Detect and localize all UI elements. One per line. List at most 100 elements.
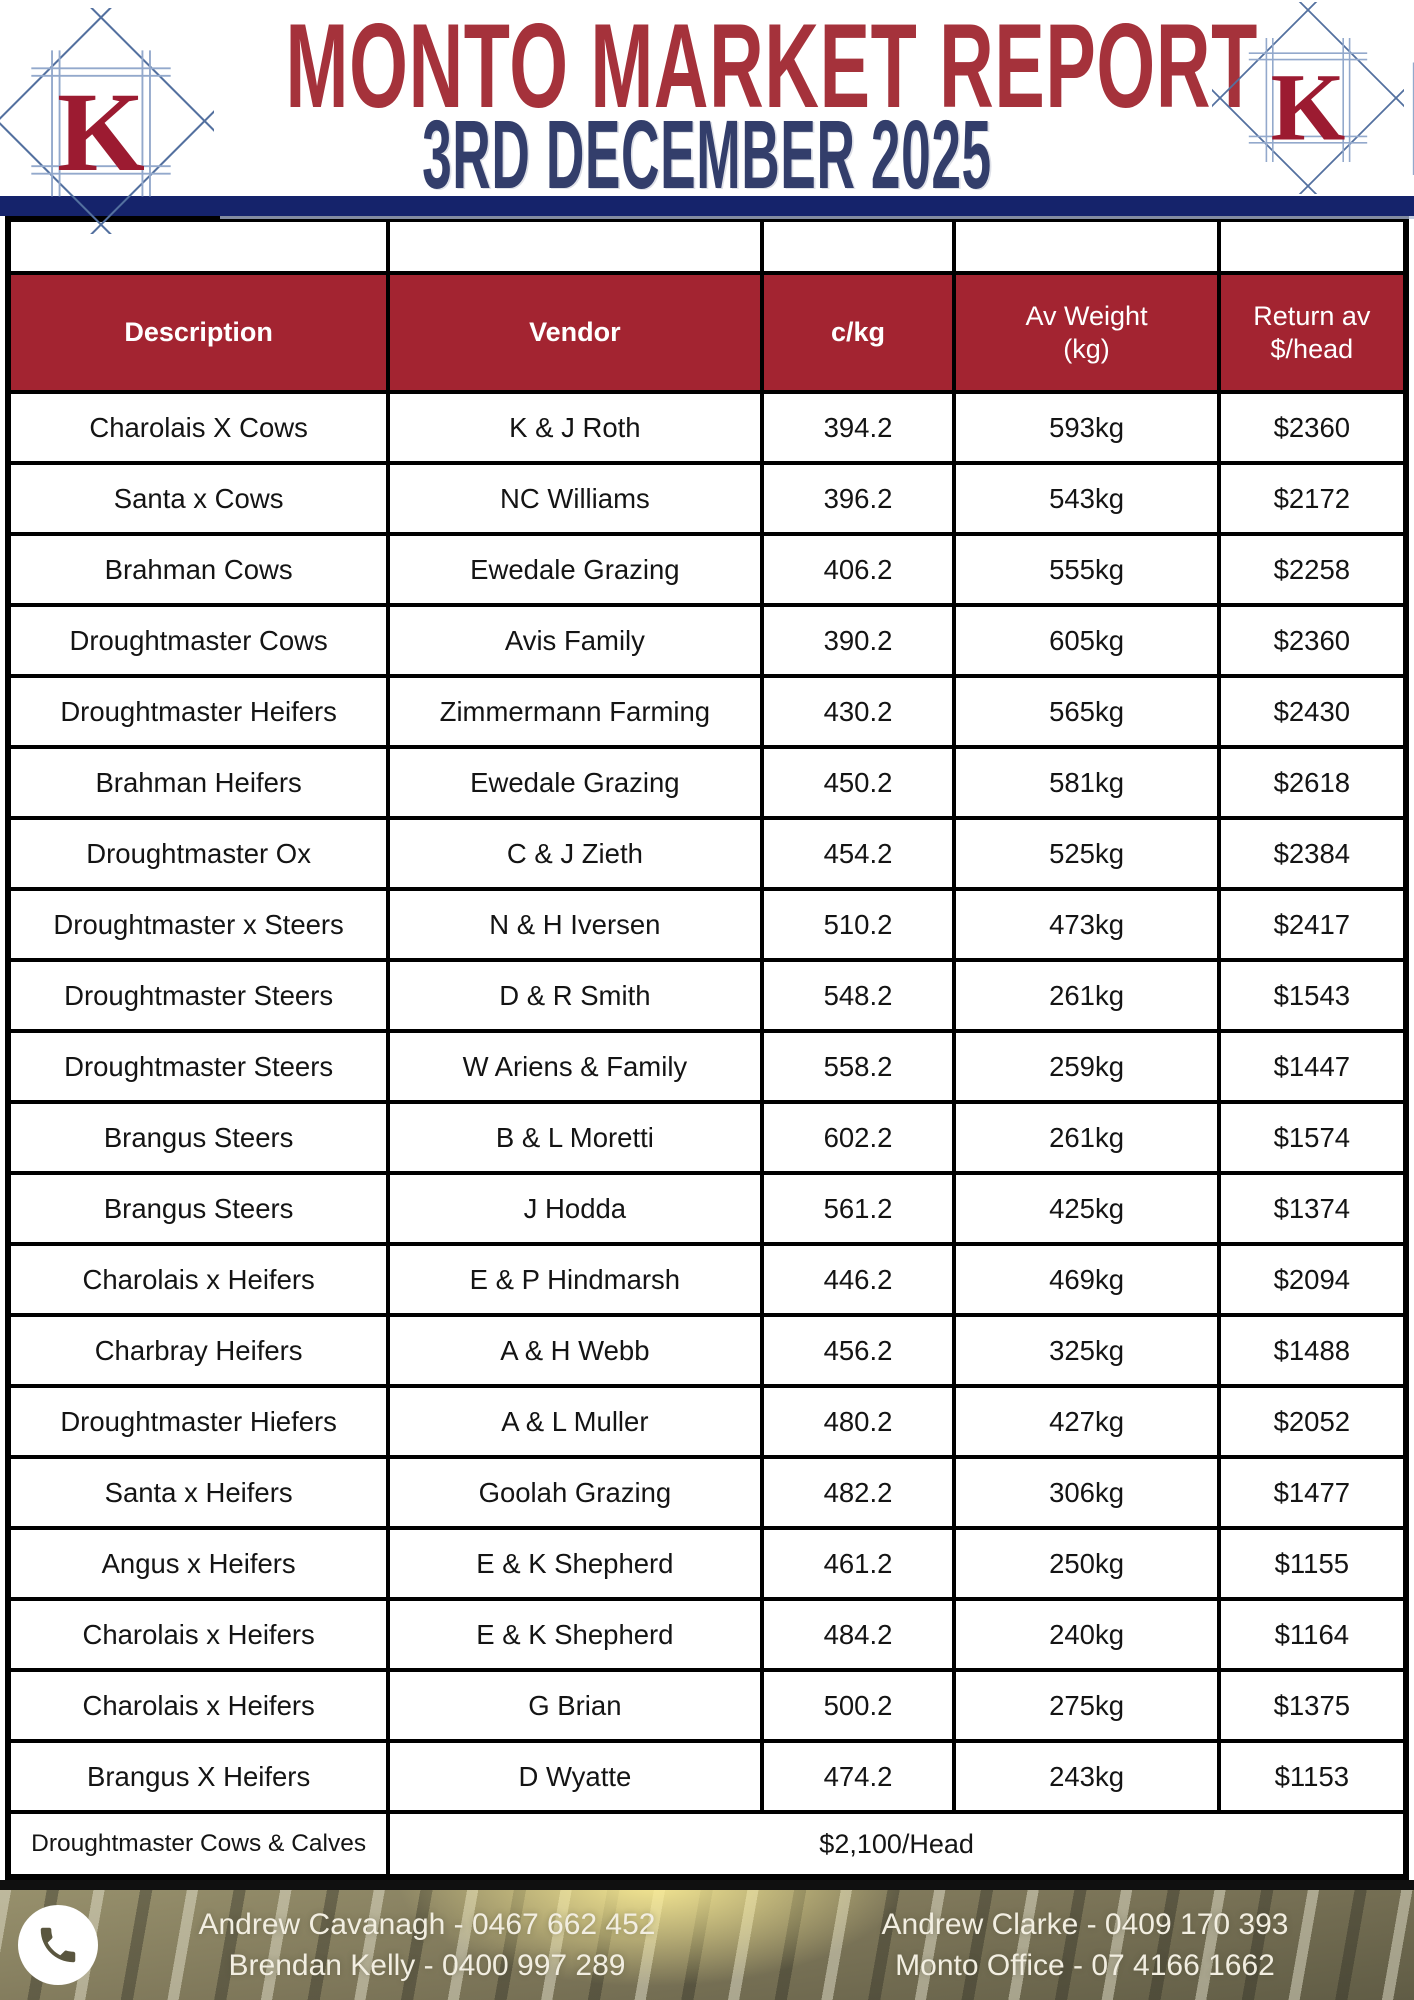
cell-return: $1543 [1216, 958, 1409, 1033]
masthead: MONTO MARKET REPORT 3RD DECEMBER 2025 [0, 0, 1414, 216]
cell-av-weight: 261kg [952, 1100, 1221, 1175]
cell-description: Brangus Steers [5, 1171, 391, 1246]
cell-ckg: 396.2 [759, 461, 957, 536]
page-title-text: MONTO MARKET REPORT [285, 0, 1258, 133]
table-row: Brangus Steers J Hodda 561.2 425kg $1374 [5, 1171, 1409, 1246]
cell-vendor: D Wyatte [386, 1739, 764, 1814]
cell-description: Droughtmaster Ox [5, 816, 391, 891]
cell-av-weight: 243kg [952, 1739, 1221, 1814]
contact-line: Monto Office - 07 4166 1662 [895, 1949, 1275, 1982]
cell-description: Droughtmaster Cows [5, 603, 391, 678]
cell-vendor: B & L Moretti [386, 1100, 764, 1175]
cell-return: $1164 [1216, 1597, 1409, 1672]
table-row: Santa x Cows NC Williams 396.2 543kg $21… [5, 461, 1409, 536]
cell-description: Charolais x Heifers [5, 1242, 391, 1317]
table-head-group: Description Vendor c/kg Av Weight (kg) R… [5, 217, 1409, 394]
cell-return: $1153 [1216, 1739, 1409, 1814]
table-row: Charolais x Heifers E & K Shepherd 484.2… [5, 1597, 1409, 1672]
cell-ckg: 548.2 [759, 958, 957, 1033]
table-row: Droughtmaster Steers D & R Smith 548.2 2… [5, 958, 1409, 1033]
contact-line: Andrew Cavanagh - 0467 662 452 [198, 1908, 656, 1941]
spacer-cell [952, 217, 1221, 275]
cell-av-weight: 275kg [952, 1668, 1221, 1743]
spacer-cell [386, 217, 764, 275]
table-row: Charolais X Cows K & J Roth 394.2 593kg … [5, 390, 1409, 465]
cell-description: Droughtmaster x Steers [5, 887, 391, 962]
market-table: Description Vendor c/kg Av Weight (kg) R… [5, 216, 1409, 1880]
cell-return: $2384 [1216, 816, 1409, 891]
cell-ckg: 390.2 [759, 603, 957, 678]
cell-ckg: 474.2 [759, 1739, 957, 1814]
cell-vendor: Zimmermann Farming [386, 674, 764, 749]
cell-ckg: 482.2 [759, 1455, 957, 1530]
cell-vendor: E & K Shepherd [386, 1526, 764, 1601]
table-body: Charolais X Cows K & J Roth 394.2 593kg … [5, 390, 1409, 1814]
cell-av-weight: 425kg [952, 1171, 1221, 1246]
page-title: MONTO MARKET REPORT [0, 6, 1414, 126]
cell-return: $1488 [1216, 1313, 1409, 1388]
cell-description: Droughtmaster Steers [5, 958, 391, 1033]
cell-return: $1574 [1216, 1100, 1409, 1175]
table-header-row: Description Vendor c/kg Av Weight (kg) R… [5, 271, 1409, 394]
phone-icon [40, 1927, 76, 1963]
brand-logo-edge-partial: K [1405, 25, 1414, 175]
cell-vendor: Avis Family [386, 603, 764, 678]
cell-vendor: NC Williams [386, 461, 764, 536]
summary-description-cell: Droughtmaster Cows & Calves [5, 1810, 391, 1879]
cell-description: Droughtmaster Hiefers [5, 1384, 391, 1459]
table-summary-row: Droughtmaster Cows & Calves $2,100/Head [5, 1810, 1408, 1879]
spacer-cell [5, 217, 391, 275]
cell-return: $1374 [1216, 1171, 1409, 1246]
cell-av-weight: 555kg [952, 532, 1221, 607]
cell-av-weight: 240kg [952, 1597, 1221, 1672]
cell-av-weight: 581kg [952, 745, 1221, 820]
cell-return: $1155 [1216, 1526, 1409, 1601]
cell-return: $2417 [1216, 887, 1409, 962]
contacts-left: Andrew Cavanagh - 0467 662 452 Brendan K… [98, 1904, 756, 1986]
cell-return: $1447 [1216, 1029, 1409, 1104]
cell-ckg: 406.2 [759, 532, 957, 607]
spacer-cell [1216, 217, 1409, 275]
table-row: Charbray Heifers A & H Webb 456.2 325kg … [5, 1313, 1409, 1388]
report-date: 3RD DECEMBER 2025 [0, 106, 1414, 203]
cell-return: $2360 [1216, 603, 1409, 678]
table-row: Droughtmaster Hiefers A & L Muller 480.2… [5, 1384, 1409, 1459]
cell-description: Santa x Heifers [5, 1455, 391, 1530]
brand-logo-left: K [0, 8, 214, 234]
cell-av-weight: 325kg [952, 1313, 1221, 1388]
logo-letter: K [57, 70, 145, 195]
cell-description: Droughtmaster Steers [5, 1029, 391, 1104]
summary-value-cell: $2,100/Head [386, 1810, 1408, 1879]
cell-av-weight: 469kg [952, 1242, 1221, 1317]
col-header-description: Description [5, 271, 391, 394]
cell-ckg: 602.2 [759, 1100, 957, 1175]
logo-guide-lines [31, 50, 171, 197]
navy-divider-bar [0, 196, 1414, 219]
cell-vendor: Goolah Grazing [386, 1455, 764, 1530]
cell-ckg: 446.2 [759, 1242, 957, 1317]
cell-av-weight: 427kg [952, 1384, 1221, 1459]
table-row: Droughtmaster Heifers Zimmermann Farming… [5, 674, 1409, 749]
table-row: Droughtmaster Ox C & J Zieth 454.2 525kg… [5, 816, 1409, 891]
table-row: Santa x Heifers Goolah Grazing 482.2 306… [5, 1455, 1409, 1530]
contact-line: Brendan Kelly - 0400 997 289 [228, 1949, 626, 1982]
table-row: Droughtmaster Cows Avis Family 390.2 605… [5, 603, 1409, 678]
cell-ckg: 500.2 [759, 1668, 957, 1743]
contact-line: Andrew Clarke - 0409 170 393 [881, 1908, 1289, 1941]
footer-contact-strip: Andrew Cavanagh - 0467 662 452 Brendan K… [0, 1880, 1414, 2000]
cell-ckg: 510.2 [759, 887, 957, 962]
table-row: Brangus X Heifers D Wyatte 474.2 243kg $… [5, 1739, 1409, 1814]
cell-av-weight: 261kg [952, 958, 1221, 1033]
logo-letter: K [1271, 54, 1346, 161]
cell-ckg: 394.2 [759, 390, 957, 465]
table-row: Charolais x Heifers E & P Hindmarsh 446.… [5, 1242, 1409, 1317]
cell-vendor: C & J Zieth [386, 816, 764, 891]
table-row: Droughtmaster Steers W Ariens & Family 5… [5, 1029, 1409, 1104]
spacer-cell [759, 217, 957, 275]
cell-vendor: A & H Webb [386, 1313, 764, 1388]
cell-av-weight: 473kg [952, 887, 1221, 962]
col-header-vendor: Vendor [386, 271, 764, 394]
table-spacer-row [5, 217, 1409, 275]
cell-description: Angus x Heifers [5, 1526, 391, 1601]
